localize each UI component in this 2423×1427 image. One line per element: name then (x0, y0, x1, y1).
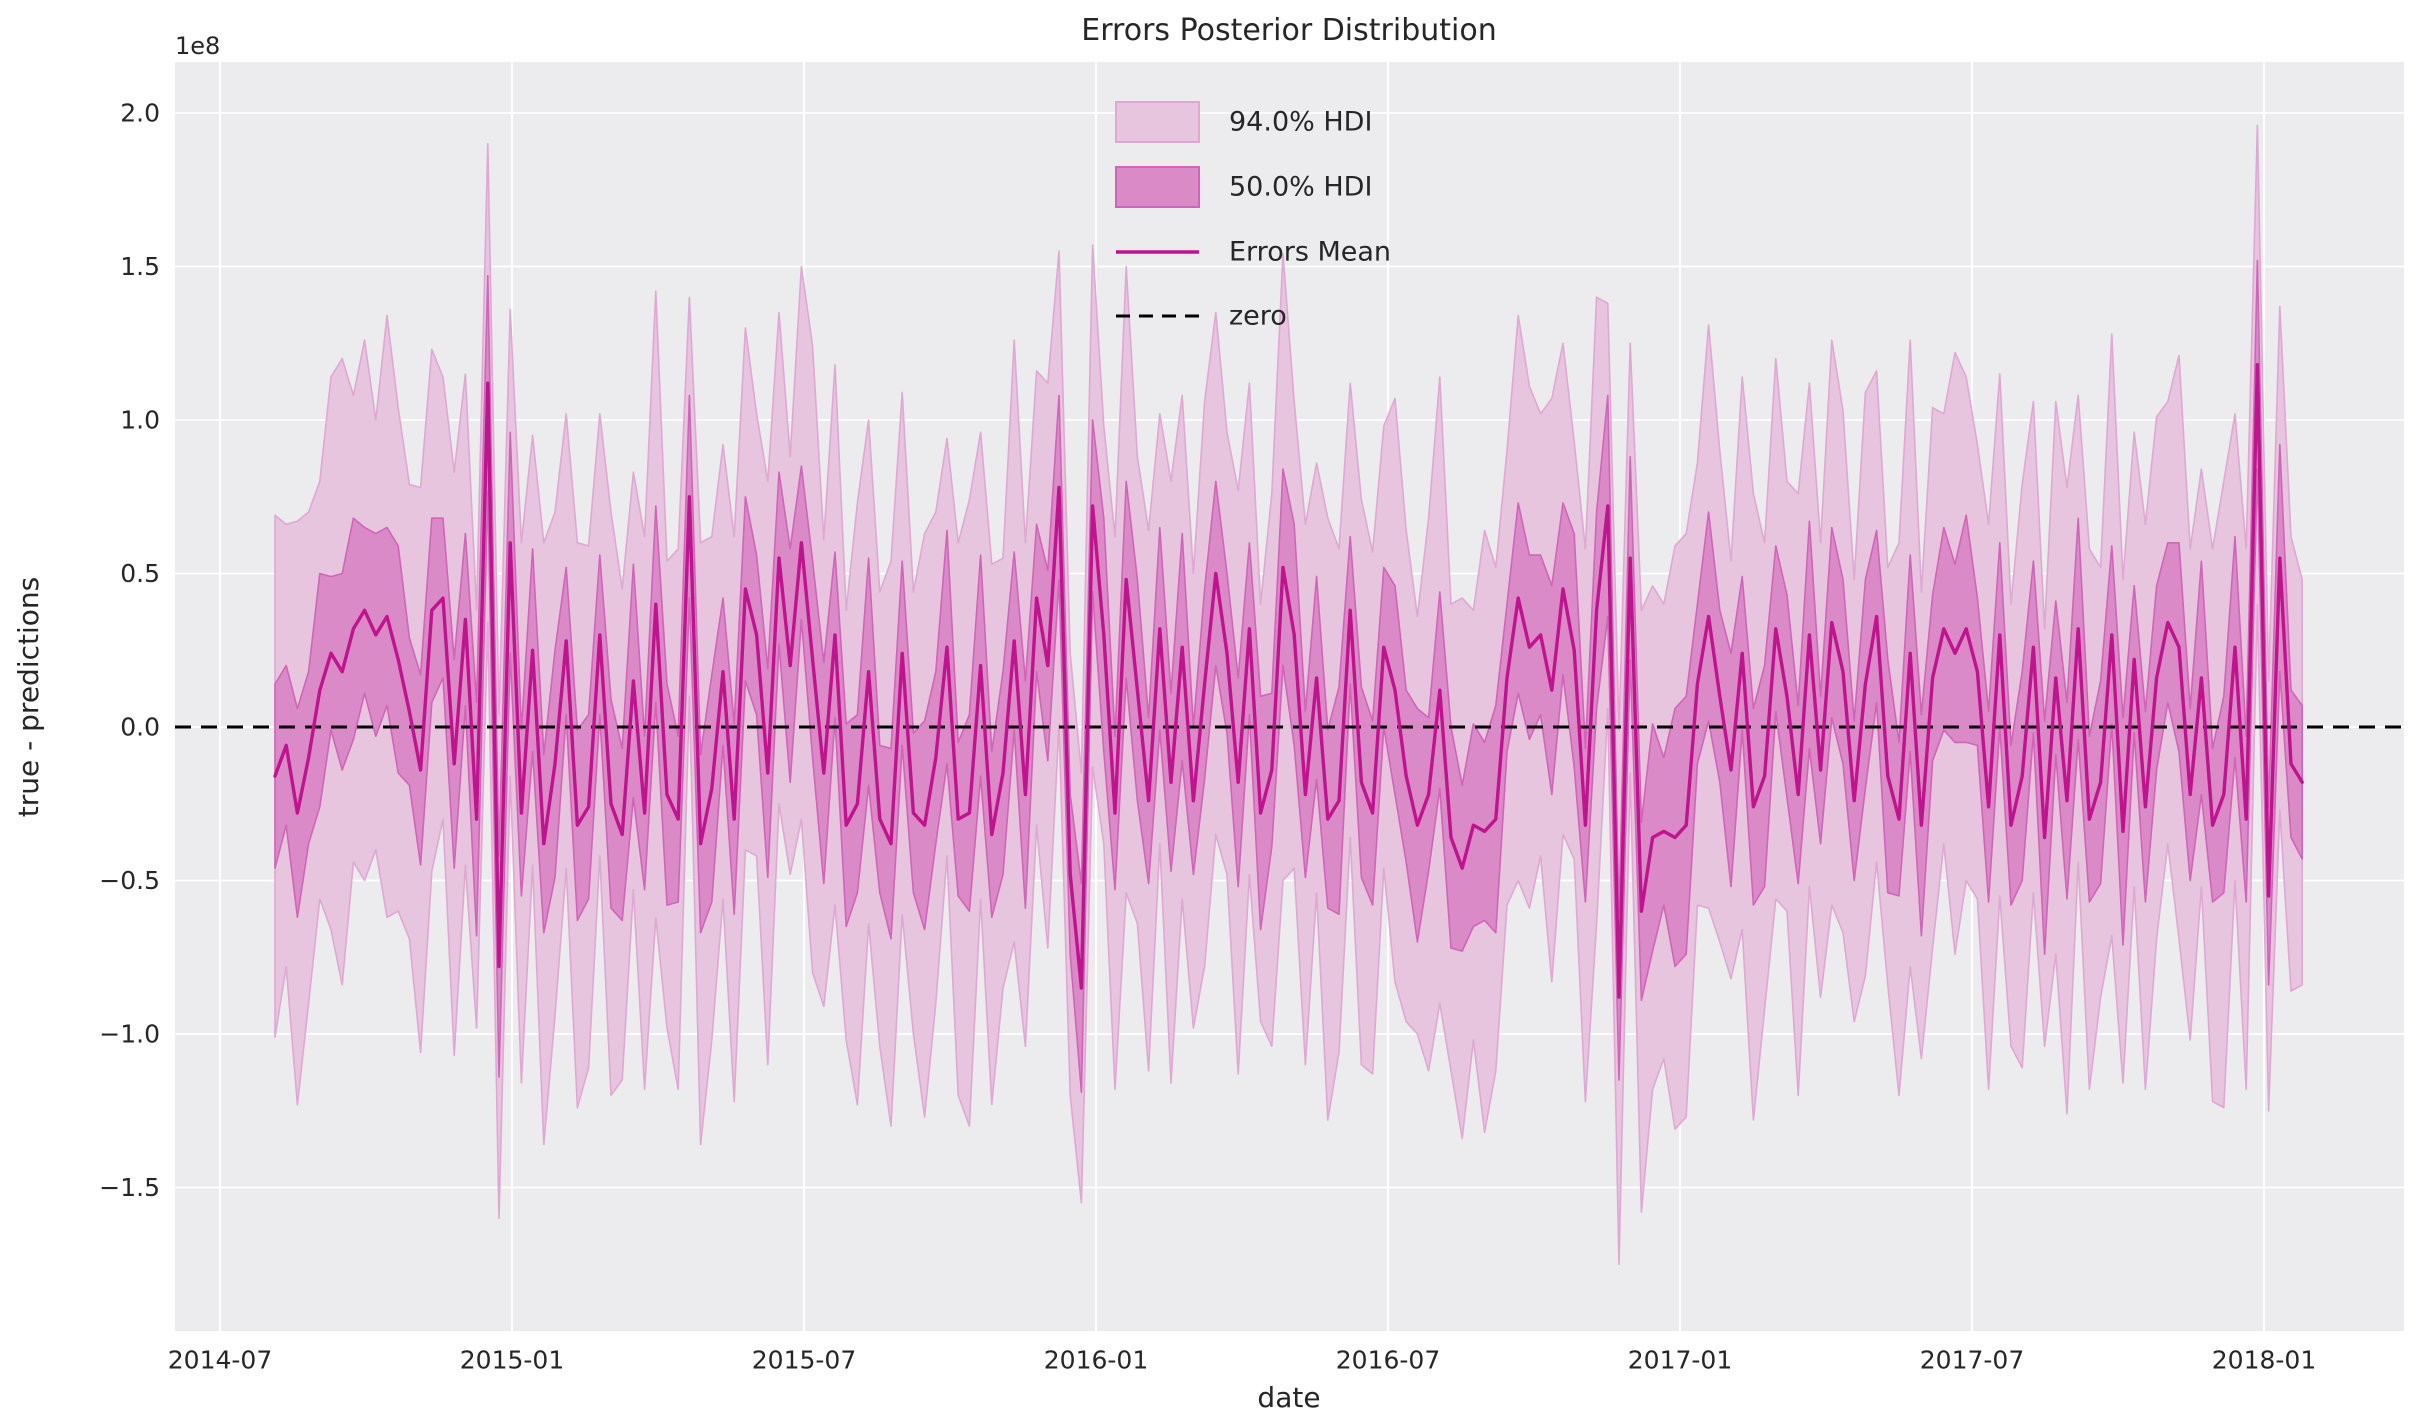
y-tick-label: −0.5 (99, 866, 160, 895)
legend-swatch-hdi94 (1115, 101, 1200, 143)
legend-label-zero: zero (1229, 301, 1287, 332)
y-tick-label: −1.0 (99, 1020, 160, 1049)
x-tick-labels: 2014-07 2015-01 2015-07 2016-01 2016-07 2017-… (168, 1346, 2316, 1375)
x-tick-label: 2017-01 (1628, 1346, 1732, 1375)
y-tick-label: 0.0 (120, 713, 160, 742)
chart-title: Errors Posterior Distribution (1081, 13, 1496, 48)
legend-swatch-hdi50 (1115, 166, 1200, 208)
errors-mean-line (273, 363, 2304, 999)
legend-label-mean: Errors Mean (1229, 237, 1391, 268)
hdi50-band-layer (274, 259, 2303, 1094)
x-axis-label: date (1257, 1381, 1320, 1414)
legend-label-hdi94: 94.0% HDI (1229, 107, 1372, 138)
y-tick-label: 2.0 (120, 99, 160, 128)
x-tick-label: 2014-07 (168, 1346, 272, 1375)
legend-label-hdi50: 50.0% HDI (1229, 172, 1372, 203)
x-tick-label: 2015-07 (752, 1346, 856, 1375)
x-tick-label: 2016-07 (1336, 1346, 1440, 1375)
legend: 94.0% HDI 50.0% HDI Errors Mean zero (1115, 101, 1391, 332)
y-tick-label: 0.5 (120, 559, 160, 588)
x-tick-label: 2016-01 (1044, 1346, 1148, 1375)
x-tick-label: 2017-07 (1920, 1346, 2024, 1375)
y-tick-label: 1.5 (120, 252, 160, 281)
y-tick-label: 1.0 (120, 406, 160, 435)
hdi50-band (274, 259, 2303, 1094)
mean-line-layer (273, 363, 2304, 999)
y-tick-label: −1.5 (99, 1173, 160, 1202)
y-axis-label: true - predictions (12, 577, 45, 817)
y-axis-offset-label: 1e8 (175, 32, 220, 60)
x-tick-label: 2018-01 (2212, 1346, 2316, 1375)
x-tick-label: 2015-01 (460, 1346, 564, 1375)
y-tick-labels: 2.0 1.5 1.0 0.5 0.0 −0.5 −1.0 −1.5 (99, 99, 160, 1203)
